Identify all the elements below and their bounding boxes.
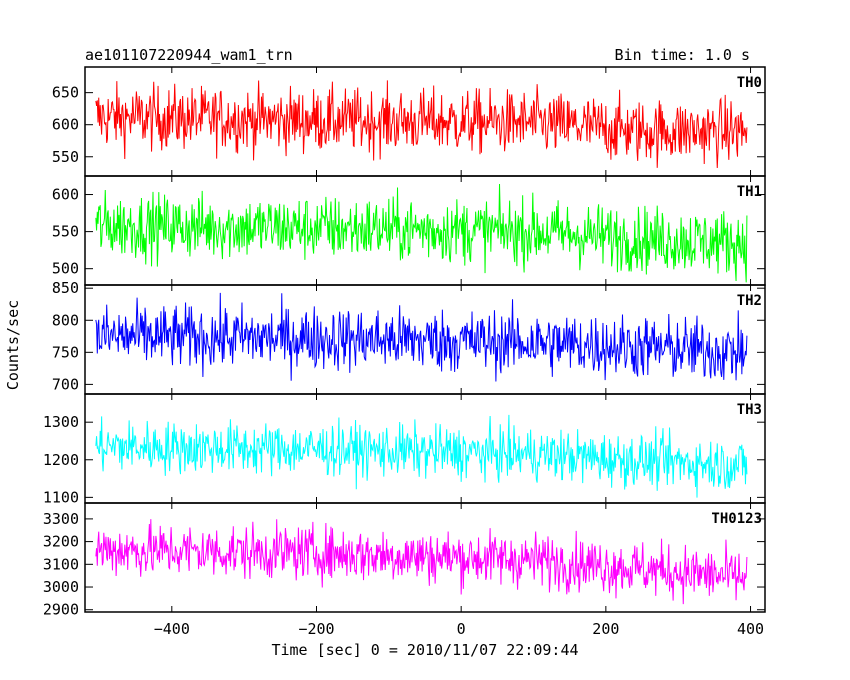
x-tick-label: 200 xyxy=(592,620,619,638)
panel-th1: 500 550 600 TH1 xyxy=(52,175,766,286)
y-tick-label: 800 xyxy=(52,311,79,329)
y-tick-label: 600 xyxy=(52,186,79,204)
y-tick-label: 550 xyxy=(52,148,79,166)
panel-label: TH2 xyxy=(737,293,762,309)
x-tick-label: −200 xyxy=(298,620,334,638)
panel-label: TH3 xyxy=(737,402,762,418)
y-tick-label: 750 xyxy=(52,343,79,361)
series-line-th0123 xyxy=(95,519,748,605)
y-tick-label: 3100 xyxy=(43,555,79,573)
y-tick-label: 500 xyxy=(52,260,79,278)
y-axis-label: Counts/sec xyxy=(4,300,22,390)
x-axis: −400 −200 0 200 400 xyxy=(154,620,764,638)
panel-label: TH0123 xyxy=(711,511,762,527)
y-tick-label: 3000 xyxy=(43,578,79,596)
panel-frame xyxy=(84,502,766,613)
panel-th0123: 2900 3000 3100 3200 3300 TH0123 xyxy=(43,502,766,619)
series-line-th1 xyxy=(95,184,748,283)
y-tick-label: 1300 xyxy=(43,413,79,431)
y-tick-label: 3300 xyxy=(43,510,79,528)
y-tick-label: 550 xyxy=(52,223,79,241)
y-tick-label: 1200 xyxy=(43,451,79,469)
y-tick-label: 700 xyxy=(52,375,79,393)
observation-id: ae101107220944_wam1_trn xyxy=(85,46,293,64)
y-tick-label: 650 xyxy=(52,84,79,102)
x-axis-label: Time [sec] 0 = 2010/11/07 22:09:44 xyxy=(271,641,578,659)
x-tick-label: −400 xyxy=(154,620,190,638)
bin-time: Bin time: 1.0 s xyxy=(615,46,750,64)
x-tick-label: 0 xyxy=(457,620,466,638)
panel-label: TH1 xyxy=(737,184,762,200)
panel-th3: 1100 1200 1300 TH3 xyxy=(43,393,766,506)
panels: 550 600 650 TH0 500 550 600 TH1 700 750 800 850 TH2 1… xyxy=(43,66,766,619)
y-tick-label: 1100 xyxy=(43,488,79,506)
y-tick-label: 850 xyxy=(52,279,79,297)
y-tick-label: 3200 xyxy=(43,533,79,551)
series-line-th3 xyxy=(95,414,748,498)
y-tick-label: 2900 xyxy=(43,601,79,619)
y-tick-label: 600 xyxy=(52,116,79,134)
series-line-th2 xyxy=(95,292,748,382)
panel-th0: 550 600 650 TH0 xyxy=(52,66,766,177)
panel-th2: 700 750 800 850 TH2 xyxy=(52,279,766,395)
x-tick-label: 400 xyxy=(737,620,764,638)
panel-label: TH0 xyxy=(737,75,762,91)
series-line-th0 xyxy=(95,80,748,169)
